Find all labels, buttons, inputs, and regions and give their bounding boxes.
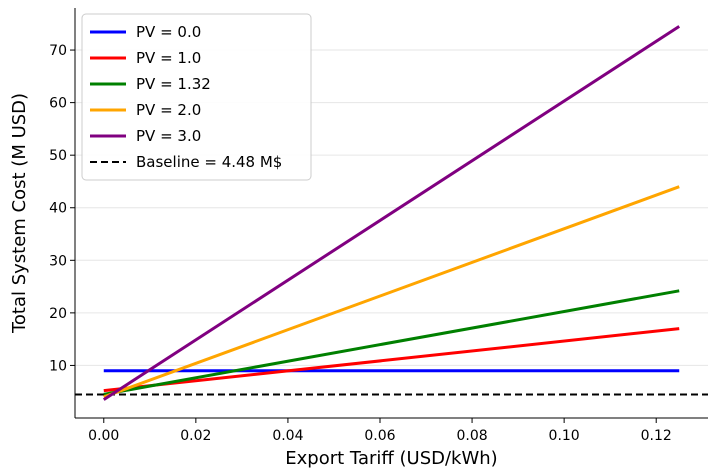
legend: PV = 0.0 PV = 1.0 PV = 1.32 PV = 2.0 PV = 3.…	[81, 13, 312, 181]
y-tick-label-1: 20	[49, 306, 67, 322]
legend-label-5: Baseline = 4.48 M$	[136, 153, 282, 171]
legend-label-0: PV = 0.0	[136, 23, 201, 41]
series-line-2	[103, 289, 680, 396]
series-line-3	[103, 185, 680, 399]
axes	[74, 8, 708, 419]
x-tick-label-2: 0.04	[272, 428, 303, 444]
y-tick-label-0: 10	[49, 358, 67, 374]
x-tick-label-0: 0.00	[88, 428, 119, 444]
series-line-1	[103, 327, 680, 393]
x-tick-label-4: 0.08	[456, 428, 487, 444]
x-tick-label-1: 0.02	[180, 428, 211, 444]
y-tick-label-5: 60	[49, 96, 67, 112]
x-tick-label-5: 0.10	[549, 428, 580, 444]
legend-label-3: PV = 2.0	[136, 101, 201, 119]
ticks: 0.00 0.02 0.04 0.06 0.08 0.10 0.12 10 20 30 40 50 60…	[49, 43, 672, 444]
y-tick-label-3: 40	[49, 201, 67, 217]
y-axis-label: Total System Cost (M USD)	[9, 93, 30, 334]
legend-label-4: PV = 3.0	[136, 127, 201, 145]
y-tick-label-6: 70	[49, 43, 67, 59]
x-tick-label-3: 0.06	[364, 428, 395, 444]
y-tick-label-2: 30	[49, 253, 67, 269]
legend-label-2: PV = 1.32	[136, 75, 211, 93]
x-tick-label-6: 0.12	[641, 428, 672, 444]
legend-label-1: PV = 1.0	[136, 49, 201, 67]
y-tick-label-4: 50	[49, 148, 67, 164]
x-axis-label: Export Tariff (USD/kWh)	[285, 448, 497, 469]
series-line-4	[102, 25, 681, 401]
series-lines	[102, 25, 681, 401]
legend-box	[81, 13, 312, 181]
